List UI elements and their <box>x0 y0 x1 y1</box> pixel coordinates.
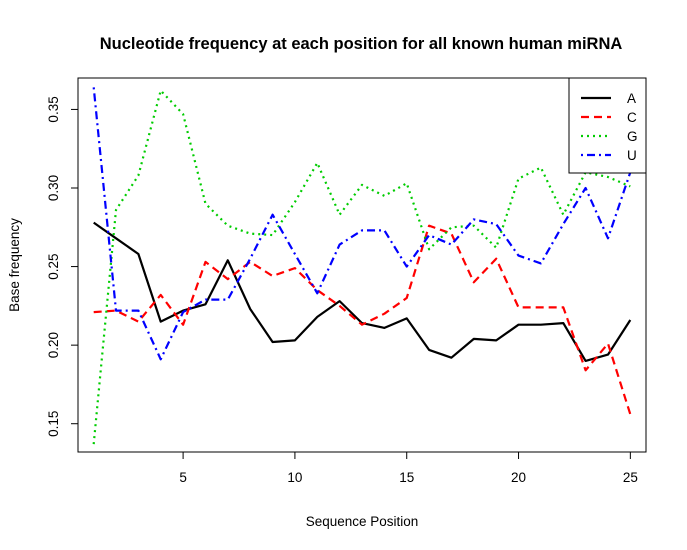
series-line-u <box>92 87 632 361</box>
y-axis-label: Base frequency <box>7 218 22 312</box>
series-line-c <box>93 224 632 415</box>
y-tick-label: 0.35 <box>46 96 61 122</box>
series-layer <box>92 87 632 445</box>
x-tick-label: 20 <box>511 470 526 485</box>
y-axis: 0.15 0.20 0.25 0.30 0.35 <box>46 96 79 437</box>
x-tick-label: 10 <box>287 470 302 485</box>
plot-frame <box>77 77 647 453</box>
x-axis-label: Sequence Position <box>306 514 419 529</box>
legend-label-u: U <box>627 148 637 163</box>
x-tick-label: 5 <box>179 470 187 485</box>
x-tick-label: 25 <box>623 470 638 485</box>
y-tick-label: 0.25 <box>46 253 61 279</box>
y-tick-label: 0.30 <box>46 175 61 201</box>
legend-box <box>568 77 647 174</box>
legend-label-c: C <box>627 110 637 125</box>
legend-label-a: A <box>627 91 636 106</box>
x-tick-label: 15 <box>399 470 414 485</box>
series-line-a <box>93 221 632 362</box>
legend-label-g: G <box>627 129 638 144</box>
x-axis: 5 10 15 20 25 <box>179 451 638 485</box>
series-line-g <box>92 89 631 445</box>
y-tick-label: 0.20 <box>46 332 61 358</box>
chart-title: Nucleotide frequency at each position fo… <box>100 35 623 53</box>
y-tick-label: 0.15 <box>46 411 61 437</box>
